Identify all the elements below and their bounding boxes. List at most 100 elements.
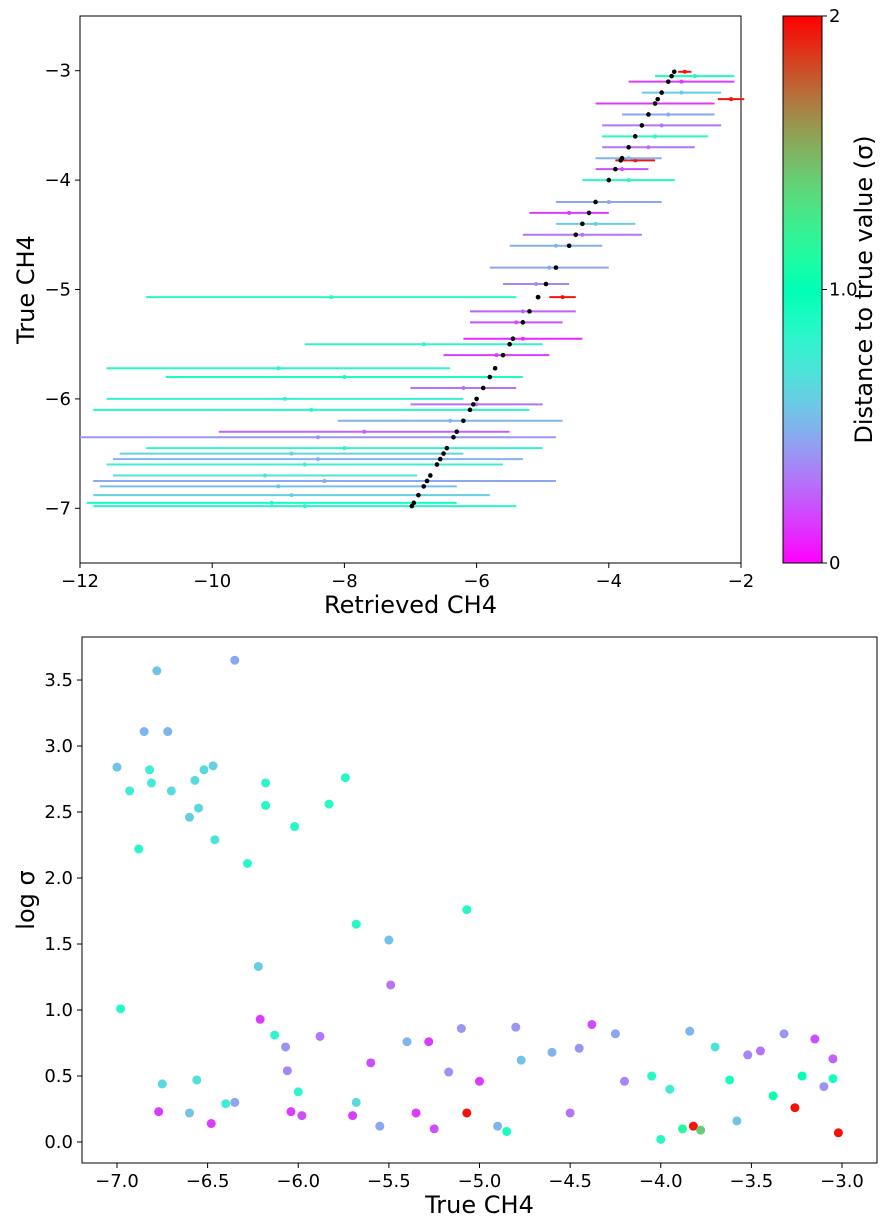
point xyxy=(647,1071,657,1081)
colorbar-label: Distance to true value (σ) xyxy=(850,135,878,443)
point xyxy=(790,1103,800,1113)
retrieved-point xyxy=(461,385,466,390)
point xyxy=(194,803,204,813)
true-point xyxy=(416,492,421,498)
point xyxy=(384,935,394,945)
colorbar-tick-label: 2 xyxy=(829,6,840,27)
retrieved-point xyxy=(289,493,294,498)
y-tick-label: −3 xyxy=(44,61,71,82)
retrieved-point xyxy=(315,435,320,440)
point xyxy=(184,1108,194,1118)
point xyxy=(166,786,176,796)
retrieved-point xyxy=(606,199,611,204)
true-point xyxy=(474,396,479,402)
point xyxy=(255,1014,265,1024)
y-tick-label: 3.5 xyxy=(44,670,73,691)
true-point xyxy=(632,134,638,139)
true-point xyxy=(655,96,661,102)
retrieved-point xyxy=(474,402,479,407)
retrieved-point xyxy=(289,451,294,456)
x-tick-label: −7.0 xyxy=(95,1171,139,1192)
point xyxy=(755,1046,765,1056)
y-tick-label: 0.0 xyxy=(44,1132,73,1153)
point xyxy=(190,775,200,785)
retrieved-point xyxy=(342,446,347,451)
true-point xyxy=(671,69,677,75)
point xyxy=(348,1111,358,1121)
true-point xyxy=(566,243,572,249)
point xyxy=(828,1074,838,1084)
point xyxy=(768,1091,778,1101)
point xyxy=(462,1108,472,1118)
retrieved-point xyxy=(626,156,631,161)
true-point xyxy=(470,402,476,407)
colorbar xyxy=(782,15,823,564)
point xyxy=(587,1020,597,1030)
x-tick-label: −3.0 xyxy=(820,1171,864,1192)
retrieved-point xyxy=(580,232,585,237)
point xyxy=(199,765,209,775)
point xyxy=(184,812,194,822)
retrieved-point xyxy=(494,353,499,358)
true-point xyxy=(441,451,446,456)
point xyxy=(157,1079,167,1089)
point xyxy=(610,1029,620,1039)
point xyxy=(411,1108,421,1118)
true-point xyxy=(543,281,549,287)
true-point xyxy=(411,500,417,506)
point xyxy=(833,1128,843,1138)
retrieved-point xyxy=(547,265,552,270)
true-point xyxy=(510,336,516,342)
y-tick-label: 1.5 xyxy=(44,934,73,955)
retrieved-point xyxy=(315,457,320,462)
true-point xyxy=(454,429,460,435)
retrieved-point xyxy=(282,396,287,401)
retrieved-point xyxy=(560,295,565,300)
point xyxy=(565,1108,575,1118)
y-tick-label: −6 xyxy=(44,389,71,410)
retrieved-point xyxy=(520,336,525,341)
point xyxy=(493,1121,503,1131)
point xyxy=(678,1124,688,1134)
true-point xyxy=(467,407,473,413)
retrieved-point xyxy=(362,429,367,434)
true-point xyxy=(451,434,456,440)
point xyxy=(134,844,144,854)
retrieved-point xyxy=(679,90,684,95)
y-tick-label: 0.5 xyxy=(44,1066,73,1087)
x-tick-label: −4 xyxy=(596,571,623,592)
point xyxy=(656,1134,666,1144)
y-tick-label: −4 xyxy=(44,170,71,191)
point xyxy=(282,1066,292,1076)
point xyxy=(112,762,122,772)
true-point xyxy=(665,79,671,84)
point xyxy=(281,1042,291,1052)
point xyxy=(261,778,271,788)
retrieved-point xyxy=(342,375,347,380)
point xyxy=(502,1126,512,1136)
true-point xyxy=(507,341,512,347)
y-axis-label: True CH4 xyxy=(12,235,40,345)
true-point xyxy=(444,445,450,451)
true-point xyxy=(639,123,645,128)
true-point xyxy=(428,473,433,478)
point xyxy=(351,1097,361,1107)
retrieved-point xyxy=(653,134,658,139)
true-point xyxy=(535,294,541,300)
retrieved-point xyxy=(553,243,558,248)
x-tick-label: −5.5 xyxy=(367,1171,411,1192)
point xyxy=(253,961,263,971)
plot-area xyxy=(80,69,745,509)
x-tick-label: −5.0 xyxy=(458,1171,502,1192)
point xyxy=(293,1087,303,1097)
point xyxy=(145,765,155,775)
point xyxy=(688,1121,698,1131)
true-point xyxy=(437,456,443,462)
x-tick-label: −6 xyxy=(463,571,490,592)
point xyxy=(444,1067,454,1077)
true-point xyxy=(421,484,427,489)
retrieved-point xyxy=(302,504,307,509)
retrieved-point xyxy=(620,167,625,172)
point xyxy=(810,1034,820,1044)
point xyxy=(230,1097,240,1107)
